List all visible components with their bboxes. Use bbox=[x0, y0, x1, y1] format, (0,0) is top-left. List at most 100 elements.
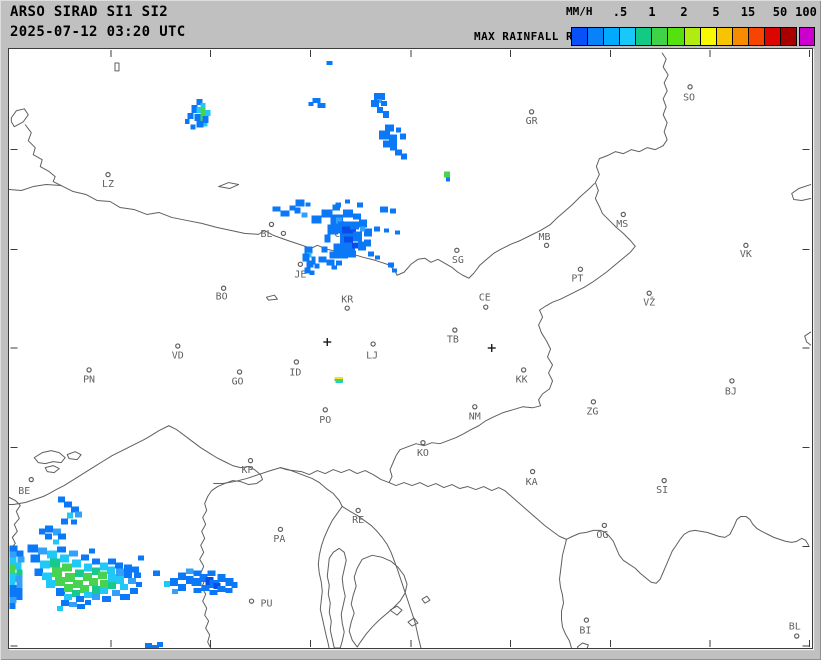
radar-cell bbox=[380, 206, 389, 213]
radar-cell bbox=[16, 582, 23, 589]
station-label: NM bbox=[469, 411, 481, 422]
radar-cell bbox=[85, 600, 92, 606]
radar-cell bbox=[185, 568, 194, 575]
radar-cell bbox=[374, 226, 381, 232]
radar-cell bbox=[231, 582, 238, 589]
radar-cell bbox=[39, 528, 46, 535]
station-bl: BL bbox=[260, 221, 275, 240]
station-label: VŽ bbox=[643, 296, 655, 309]
radar-cell bbox=[388, 262, 395, 268]
radar-cell bbox=[72, 590, 81, 598]
radar-cell bbox=[34, 568, 44, 577]
radar-cell bbox=[64, 594, 73, 601]
station-kp: KP bbox=[242, 457, 254, 476]
station-kr: KR bbox=[341, 295, 353, 311]
radar-cell bbox=[318, 256, 327, 263]
radar-cell bbox=[152, 570, 160, 577]
station-markers: LZSOGRBLCLMSMBVKSGJEPTBOKRCEVŽTBVDLJIDPN… bbox=[18, 84, 801, 639]
radar-cell bbox=[395, 230, 401, 235]
radar-cell bbox=[108, 574, 116, 583]
radar-cell bbox=[217, 574, 226, 583]
radar-cell bbox=[379, 130, 391, 140]
radar-cell bbox=[312, 97, 321, 103]
radar-cell bbox=[389, 134, 398, 143]
radar-cell bbox=[16, 550, 24, 557]
radar-cell bbox=[119, 594, 130, 601]
station-label: VK bbox=[740, 249, 752, 260]
radar-cell bbox=[390, 142, 398, 151]
country-borders bbox=[9, 52, 812, 648]
radar-cell bbox=[306, 260, 314, 268]
station-go: GO bbox=[232, 369, 244, 387]
radar-cell bbox=[9, 551, 17, 558]
radar-cell bbox=[47, 550, 58, 559]
radar-cell bbox=[396, 127, 402, 133]
radar-cell bbox=[76, 596, 85, 603]
radar-cell bbox=[289, 205, 296, 211]
radar-cell bbox=[72, 559, 82, 568]
station-id: ID bbox=[289, 359, 301, 378]
radar-cell bbox=[191, 104, 198, 113]
station-label: KP bbox=[242, 465, 254, 476]
station-label: BO bbox=[216, 292, 228, 303]
radar-cell bbox=[359, 219, 368, 228]
radar-cell bbox=[55, 577, 66, 587]
radar-cell bbox=[338, 252, 349, 259]
rainfall-color-scale bbox=[571, 27, 797, 46]
radar-cell bbox=[200, 102, 206, 108]
radar-cell bbox=[75, 569, 85, 578]
legend-color-cell bbox=[572, 28, 589, 45]
station-label: TB bbox=[447, 335, 459, 346]
radar-cell bbox=[80, 585, 90, 594]
station-label: KR bbox=[341, 295, 353, 306]
station-kk: KK bbox=[516, 367, 528, 385]
radar-cell bbox=[15, 576, 23, 583]
radar-cell bbox=[392, 268, 398, 273]
radar-cell bbox=[358, 241, 367, 251]
station-label: BL bbox=[789, 622, 801, 633]
station-label: PN bbox=[83, 374, 95, 385]
radar-map-canvas: LZSOGRBLCLMSMBVKSGJEPTBOKRCEVŽTBVDLJIDPN… bbox=[9, 49, 812, 648]
station-label: ZG bbox=[586, 406, 598, 417]
radar-cell bbox=[205, 109, 211, 116]
radar-cell bbox=[71, 519, 78, 525]
station-label: SI bbox=[656, 485, 668, 496]
radar-cell bbox=[302, 253, 310, 262]
radar-cell bbox=[329, 251, 339, 259]
station-pa: PA bbox=[273, 526, 285, 545]
station-lj: LJ bbox=[366, 341, 378, 361]
radar-cell bbox=[61, 518, 69, 525]
station-nm: NM bbox=[469, 404, 481, 422]
radar-cell bbox=[343, 242, 356, 253]
station-label: MB bbox=[539, 232, 551, 243]
radar-cell bbox=[84, 592, 93, 599]
station-dot bbox=[280, 230, 287, 237]
radar-cell bbox=[314, 263, 320, 269]
station-label: GR bbox=[526, 116, 538, 127]
station-lz: LZ bbox=[102, 171, 114, 190]
radar-cell bbox=[114, 562, 123, 569]
radar-cell bbox=[92, 594, 101, 601]
radar-cell bbox=[92, 586, 101, 595]
radar-cell bbox=[321, 209, 333, 218]
radar-cell bbox=[16, 594, 23, 601]
radar-cell bbox=[384, 228, 390, 233]
station-label: PA bbox=[273, 534, 285, 545]
radar-cell bbox=[84, 563, 93, 572]
radar-cell bbox=[217, 586, 226, 593]
station-label: BE bbox=[18, 486, 30, 497]
radar-cell bbox=[335, 380, 344, 383]
legend-tick-label: 15 bbox=[740, 5, 756, 19]
legend-title: MAX RAINFALL RATE bbox=[474, 30, 595, 43]
station-og: OG bbox=[596, 522, 608, 541]
radar-cell bbox=[304, 267, 311, 274]
map-edge-ticks bbox=[10, 49, 811, 648]
radar-cell bbox=[52, 567, 63, 578]
rainfall-color-scale-max bbox=[799, 27, 815, 46]
radar-cell bbox=[187, 112, 194, 119]
radar-cell bbox=[108, 558, 116, 565]
radar-cell bbox=[9, 591, 17, 598]
radar-cell bbox=[62, 563, 73, 572]
radar-cell bbox=[123, 570, 132, 579]
legend-color-cell bbox=[748, 28, 765, 45]
